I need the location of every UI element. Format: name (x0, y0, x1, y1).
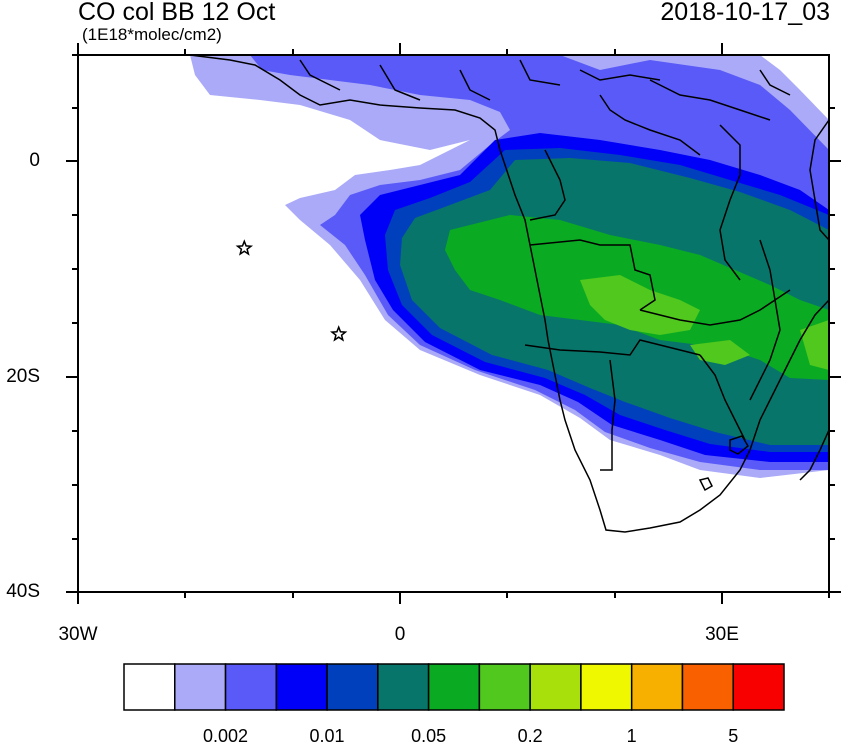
contour-band-7b (800, 320, 829, 370)
star-marker-1 (235, 239, 254, 256)
lon-label-30w: 30W (58, 624, 98, 645)
border-3 (600, 359, 616, 471)
colorbar-label-4: 1 (626, 726, 637, 746)
site-markers (235, 239, 348, 342)
border-9 (749, 239, 781, 401)
colorbar-label-3: 0.2 (517, 726, 543, 746)
lon-label-30e: 30E (705, 624, 739, 645)
border-11 (649, 69, 791, 121)
colorbar-swatch-8 (529, 663, 582, 711)
coastline-sa-east (698, 477, 713, 492)
colorbar-swatch-0 (123, 663, 176, 711)
colorbar-swatch-7 (478, 663, 531, 711)
colorbar-swatch-5 (377, 663, 430, 711)
border-2 (524, 339, 701, 356)
coastlines (189, 55, 829, 533)
coastline-africa (189, 55, 829, 533)
lesotho (729, 435, 749, 455)
map-title: CO col BB 12 Oct (78, 0, 276, 26)
axis-ticks (66, 43, 841, 604)
border-4 (699, 354, 746, 441)
lon-label-0: 0 (394, 624, 406, 645)
border-10 (299, 59, 661, 101)
border-1 (529, 239, 656, 311)
lat-label-20s: 20S (6, 366, 40, 387)
contour-band-7 (580, 275, 700, 335)
colorbar-swatch-2 (224, 663, 278, 711)
colorbar-swatch-9 (580, 663, 633, 711)
contour-band-7c (690, 340, 750, 365)
border-7 (599, 94, 701, 156)
colorbar-label-5: 5 (728, 726, 739, 746)
map-units: (1E18*molec/cm2) (82, 25, 222, 44)
colorbar-swatch-4 (326, 663, 379, 711)
border-6 (529, 149, 566, 221)
colorbar-swatch-3 (275, 663, 328, 711)
colorbar-swatch-6 (427, 663, 481, 711)
madagascar (799, 429, 829, 481)
colorbar-label-1: 0.01 (309, 726, 345, 746)
map-timestamp: 2018-10-17_03 (660, 0, 830, 26)
lat-label-0: 0 (29, 150, 40, 171)
colorbar-label-0: 0.002 (203, 726, 249, 746)
star-marker-2 (330, 325, 348, 342)
colorbar-swatch-12 (732, 663, 785, 711)
colorbar-swatch-10 (630, 663, 684, 711)
border-8 (719, 124, 741, 281)
colorbar (123, 663, 785, 711)
lat-label-40s: 40S (6, 581, 40, 602)
coastline-east (809, 119, 829, 241)
colorbar-swatch-1 (174, 663, 227, 711)
colorbar-swatch-11 (681, 663, 734, 711)
colorbar-label-2: 0.05 (411, 726, 447, 746)
